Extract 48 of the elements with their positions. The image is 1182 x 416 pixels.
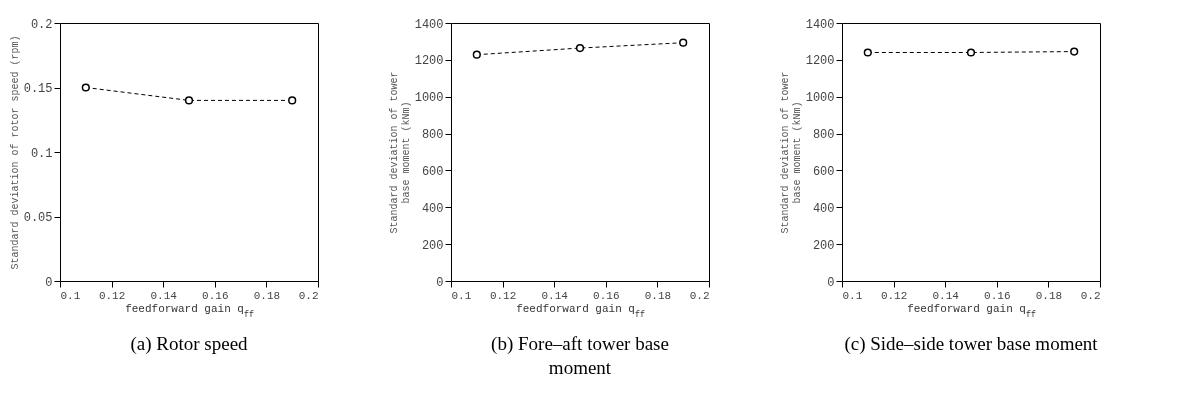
text: (b) Fore–aft tower base moment [491,333,669,378]
y-tick-label: 800 [812,128,835,143]
y-tick-label: 0 [827,275,835,290]
y-tick-label: 0.2 [30,17,53,32]
y-tick-label: 0.15 [23,82,53,96]
x-tick-label: 0.18 [644,289,672,302]
y-tick-label: 0 [45,275,53,290]
x-tick-label: 0.1 [60,289,81,302]
x-tick-label: 0.16 [593,289,620,302]
x-tick-label: 0.12 [489,289,517,302]
y-tick-label: 400 [421,201,444,216]
y-tick-label: 1400 [414,17,444,32]
y-tick-label: 600 [421,164,444,179]
y-tick-label: 1000 [805,91,835,106]
x-axis-title: feedforward gain q$_{ff}$ [516,302,645,318]
y-tick-label: 800 [421,128,444,143]
y-tick-label: 200 [421,238,444,253]
y-tick-label: 200 [812,238,835,253]
y-tick-label: 0 [436,275,444,290]
y-axis-title: Standard deviation of tower base moment (kNm) [388,71,412,234]
x-tick-label: 0.18 [1035,289,1063,302]
x-tick-label: 0.12 [880,289,908,302]
x-tick-label: 0.2 [689,289,710,302]
x-tick-label: 0.16 [984,289,1011,302]
y-tick-label: 1400 [805,17,835,32]
x-tick-label: 0.1 [451,289,472,302]
x-tick-label: 0.14 [541,289,569,302]
x-tick-label: 0.16 [202,289,229,302]
x-axis-title: feedforward gain q$_{ff}$ [907,302,1036,318]
text: (a) Rotor speed [130,333,249,355]
x-axis-title: feedforward gain q$_{ff}$ [125,302,254,318]
x-tick-label: 0.2 [298,289,319,302]
x-tick-label: 0.14 [932,289,960,302]
text: (c) Side–side tower base moment [844,333,1099,355]
y-tick-label: 600 [812,164,835,179]
x-tick-label: 0.1 [842,289,863,302]
y-tick-label: 1000 [414,91,444,106]
y-tick-label: 0.05 [23,211,53,225]
y-tick-label: 1200 [414,54,444,69]
y-axis-title: Standard deviation of tower base moment (kNm) [779,71,803,234]
x-tick-label: 0.14 [150,289,178,302]
x-tick-label: 0.2 [1080,289,1101,302]
y-tick-label: 400 [812,201,835,216]
y-axis-title: Standard deviation of rotor speed (rpm) [9,35,21,270]
y-tick-label: 1200 [805,54,835,69]
x-tick-label: 0.18 [253,289,281,302]
y-tick-label: 0.1 [30,146,53,161]
x-tick-label: 0.12 [98,289,126,302]
